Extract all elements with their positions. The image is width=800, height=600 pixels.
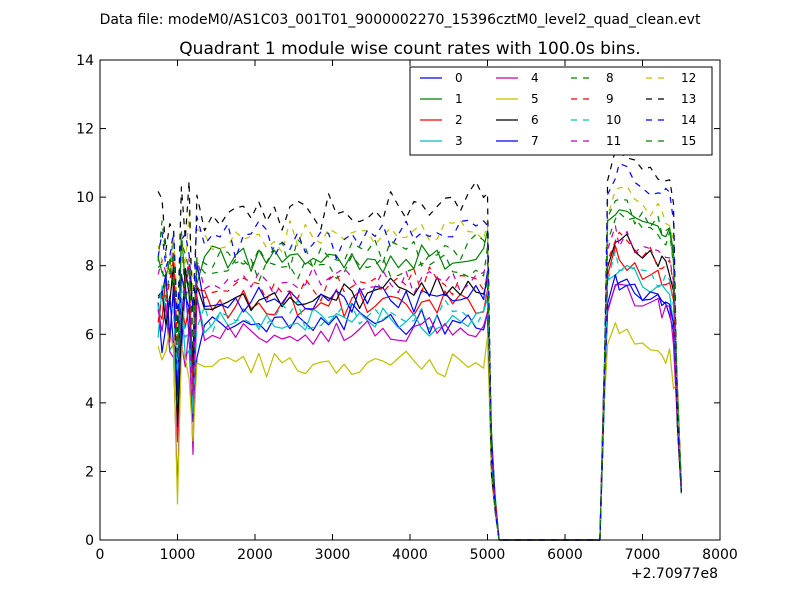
- series-line-13: [157, 149, 682, 541]
- y-tick-label: 0: [85, 533, 94, 549]
- legend-label-0: 0: [455, 71, 463, 85]
- series-line-2: [157, 245, 682, 541]
- series-line-4: [157, 283, 682, 541]
- legend-label-12: 12: [681, 71, 696, 85]
- x-tick-label: 8000: [702, 547, 738, 563]
- x-tick-label: 6000: [547, 547, 583, 563]
- legend-label-9: 9: [606, 92, 614, 106]
- legend-label-11: 11: [606, 134, 621, 148]
- x-tick-label: 1000: [160, 547, 196, 563]
- y-tick-label: 6: [85, 327, 94, 343]
- series-line-12: [157, 185, 682, 541]
- legend-label-4: 4: [531, 71, 539, 85]
- x-tick-label: 4000: [392, 547, 428, 563]
- x-tick-label: 7000: [625, 547, 661, 563]
- x-tick-label: 0: [96, 547, 105, 563]
- legend-label-14: 14: [681, 113, 696, 127]
- legend-label-3: 3: [455, 134, 463, 148]
- chart-title: Quadrant 1 module wise count rates with …: [179, 39, 640, 59]
- legend-label-15: 15: [681, 134, 696, 148]
- axes-frame: [99, 59, 721, 541]
- y-tick-label: 2: [85, 464, 94, 480]
- series-line-11: [157, 225, 682, 541]
- x-tick-label: 3000: [315, 547, 351, 563]
- figure-suptitle: Data file: modeM0/AS1C03_001T01_90000022…: [100, 12, 701, 28]
- series-line-15: [157, 198, 682, 541]
- x-tick-label: 2000: [237, 547, 273, 563]
- series-line-1: [157, 209, 682, 541]
- x-offset-label: +2.70977e8: [631, 566, 718, 582]
- legend-label-10: 10: [606, 113, 621, 127]
- series-line-3: [157, 265, 682, 541]
- legend-label-7: 7: [531, 134, 539, 148]
- series-line-8: [157, 212, 682, 541]
- series-line-0: [157, 278, 682, 541]
- legend-label-13: 13: [681, 92, 696, 106]
- y-tick-label: 10: [76, 190, 94, 206]
- y-tick-label: 14: [76, 53, 94, 69]
- legend-label-8: 8: [606, 71, 614, 85]
- y-tick-label: 12: [76, 122, 94, 138]
- series-line-7: [157, 262, 682, 541]
- legend-box: [409, 66, 713, 156]
- y-tick-label: 4: [85, 396, 94, 412]
- legend-label-5: 5: [531, 92, 539, 106]
- y-tick-label: 8: [85, 259, 94, 275]
- series-line-10: [157, 250, 682, 541]
- series-line-9: [157, 231, 682, 541]
- ticks-layer: 0 1000 2000 3000 4000 5000 6000 7000 80000246810…: [76, 53, 738, 563]
- series-layer: [157, 149, 682, 541]
- x-tick-label: 5000: [470, 547, 506, 563]
- series-line-5: [157, 322, 682, 541]
- legend-label-1: 1: [455, 92, 463, 106]
- legend-label-6: 6: [531, 113, 539, 127]
- legend-label-2: 2: [455, 113, 463, 127]
